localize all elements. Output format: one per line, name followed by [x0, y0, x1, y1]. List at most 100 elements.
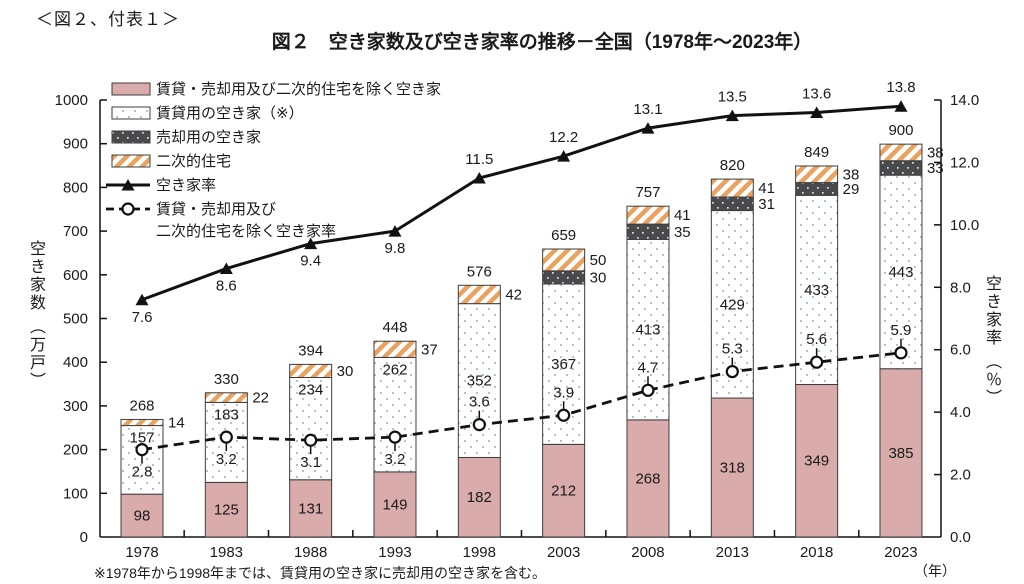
svg-text:433: 433	[804, 282, 829, 299]
svg-text:賃貸・売却用及び: 賃貸・売却用及び	[156, 201, 276, 218]
svg-text:41: 41	[758, 180, 775, 197]
svg-text:448: 448	[382, 319, 407, 336]
svg-text:賃貸用の空き家（※）: 賃貸用の空き家（※）	[156, 105, 304, 122]
svg-text:12.0: 12.0	[950, 154, 979, 171]
svg-text:352: 352	[467, 373, 492, 390]
svg-text:41: 41	[674, 207, 691, 224]
footnote: ※1978年から1998年までは、賃貸用の空き家に売却用の空き家を含む。	[94, 565, 547, 581]
svg-text:1978: 1978	[125, 544, 158, 561]
svg-text:2.0: 2.0	[950, 467, 971, 484]
svg-text:13.1: 13.1	[633, 101, 662, 118]
svg-text:98: 98	[134, 508, 151, 525]
svg-text:1988: 1988	[294, 544, 327, 561]
svg-text:2023: 2023	[884, 544, 917, 561]
svg-text:37: 37	[421, 341, 438, 358]
svg-text:13.6: 13.6	[802, 85, 831, 102]
svg-text:50: 50	[590, 252, 607, 269]
svg-text:700: 700	[63, 223, 88, 240]
svg-text:29: 29	[843, 181, 860, 198]
svg-text:330: 330	[214, 371, 239, 388]
svg-text:385: 385	[888, 445, 913, 462]
svg-text:757: 757	[635, 184, 660, 201]
svg-text:2008: 2008	[631, 544, 664, 561]
svg-text:149: 149	[382, 496, 407, 513]
svg-text:30: 30	[590, 269, 607, 286]
svg-text:268: 268	[635, 470, 660, 487]
svg-text:3.2: 3.2	[216, 451, 237, 468]
right-axis-unit: （％）	[983, 353, 1000, 407]
left-axis-unit: （万戸）	[27, 318, 44, 390]
svg-text:820: 820	[720, 157, 745, 174]
svg-text:413: 413	[635, 322, 660, 339]
svg-text:125: 125	[214, 502, 239, 519]
svg-text:500: 500	[63, 311, 88, 328]
svg-text:182: 182	[467, 489, 492, 506]
svg-text:賃貸・売却用及び二次的住宅を除く空き家: 賃貸・売却用及び二次的住宅を除く空き家	[156, 81, 441, 98]
figure-reference-label: ＜図２、付表１＞	[36, 10, 180, 29]
svg-text:5.3: 5.3	[722, 341, 743, 358]
svg-text:30: 30	[337, 363, 354, 380]
svg-text:11.5: 11.5	[465, 151, 493, 168]
svg-text:10.0: 10.0	[950, 217, 979, 234]
svg-text:二次的住宅を除く空き家率: 二次的住宅を除く空き家率	[156, 223, 336, 240]
svg-text:131: 131	[298, 500, 323, 517]
svg-text:3.2: 3.2	[385, 451, 406, 468]
svg-text:7.6: 7.6	[132, 309, 153, 326]
svg-text:849: 849	[804, 144, 829, 161]
svg-text:35: 35	[674, 224, 691, 241]
svg-text:0: 0	[80, 529, 88, 546]
svg-text:3.1: 3.1	[300, 454, 321, 471]
svg-text:4.0: 4.0	[950, 404, 971, 421]
svg-text:4.7: 4.7	[638, 359, 659, 376]
left-axis-title-text: 空き家数	[27, 240, 44, 312]
bar-value-labels: 268 98 157 14 330 125 183 22 394 131 234 30 448 149 26…	[129, 122, 943, 524]
svg-text:2018: 2018	[800, 544, 833, 561]
svg-text:394: 394	[298, 342, 323, 359]
svg-text:1000: 1000	[55, 92, 88, 109]
svg-text:13.5: 13.5	[718, 89, 747, 106]
svg-text:2003: 2003	[547, 544, 580, 561]
svg-text:22: 22	[252, 390, 269, 407]
svg-text:1998: 1998	[463, 544, 496, 561]
left-axis-title: 空き家数 （万戸）	[27, 240, 44, 390]
svg-text:14: 14	[168, 415, 185, 432]
svg-text:1993: 1993	[378, 544, 411, 561]
svg-text:900: 900	[888, 122, 913, 139]
svg-text:二次的住宅: 二次的住宅	[156, 153, 231, 170]
svg-text:8.6: 8.6	[216, 278, 237, 295]
svg-text:200: 200	[63, 442, 88, 459]
svg-text:9.8: 9.8	[385, 240, 406, 257]
svg-text:3.9: 3.9	[553, 384, 574, 401]
svg-text:38: 38	[843, 166, 860, 183]
svg-text:売却用の空き家: 売却用の空き家	[156, 129, 261, 146]
svg-text:0.0: 0.0	[950, 529, 971, 546]
svg-text:262: 262	[382, 361, 407, 378]
svg-text:5.9: 5.9	[891, 322, 912, 339]
svg-text:318: 318	[720, 460, 745, 477]
svg-text:5.6: 5.6	[806, 331, 827, 348]
rate-lines: 7.6 8.6 9.4 9.8 11.5 12.2 13.1 13.5 13.6 13.8 2.8 3…	[132, 79, 916, 480]
svg-text:38: 38	[927, 144, 944, 161]
svg-text:576: 576	[467, 263, 492, 280]
svg-text:234: 234	[298, 381, 323, 398]
svg-text:157: 157	[129, 430, 154, 447]
svg-text:212: 212	[551, 483, 576, 500]
svg-text:600: 600	[63, 267, 88, 284]
svg-text:400: 400	[63, 354, 88, 371]
svg-text:800: 800	[63, 179, 88, 196]
svg-text:6.0: 6.0	[950, 342, 971, 359]
right-axis-title-text: 空き家率	[983, 275, 1000, 347]
svg-text:100: 100	[63, 485, 88, 502]
svg-text:300: 300	[63, 398, 88, 415]
svg-text:429: 429	[720, 296, 745, 313]
svg-text:268: 268	[129, 397, 154, 414]
svg-text:12.2: 12.2	[549, 129, 578, 146]
svg-text:8.0: 8.0	[950, 279, 971, 296]
svg-text:33: 33	[927, 160, 944, 177]
svg-text:900: 900	[63, 136, 88, 153]
stacked-bars	[120, 143, 923, 538]
svg-text:31: 31	[758, 196, 775, 213]
